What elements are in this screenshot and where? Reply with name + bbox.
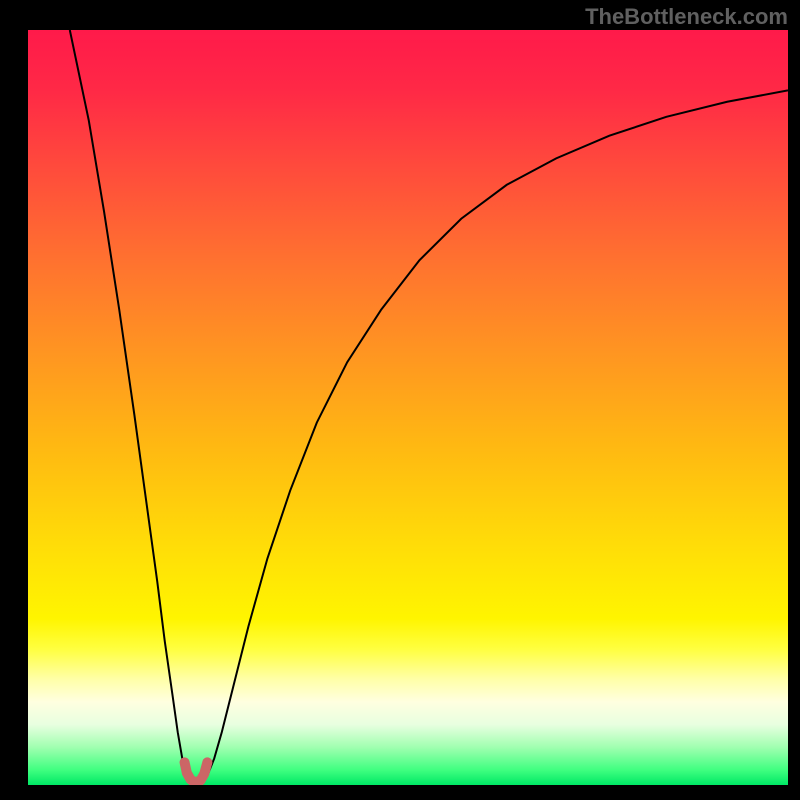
chart-container: TheBottleneck.com (0, 0, 800, 800)
plot-area (28, 30, 788, 785)
curve-minimum-marker (185, 762, 208, 782)
chart-curve-layer (28, 30, 788, 785)
bottleneck-curve (70, 30, 788, 782)
watermark-text: TheBottleneck.com (585, 4, 788, 30)
